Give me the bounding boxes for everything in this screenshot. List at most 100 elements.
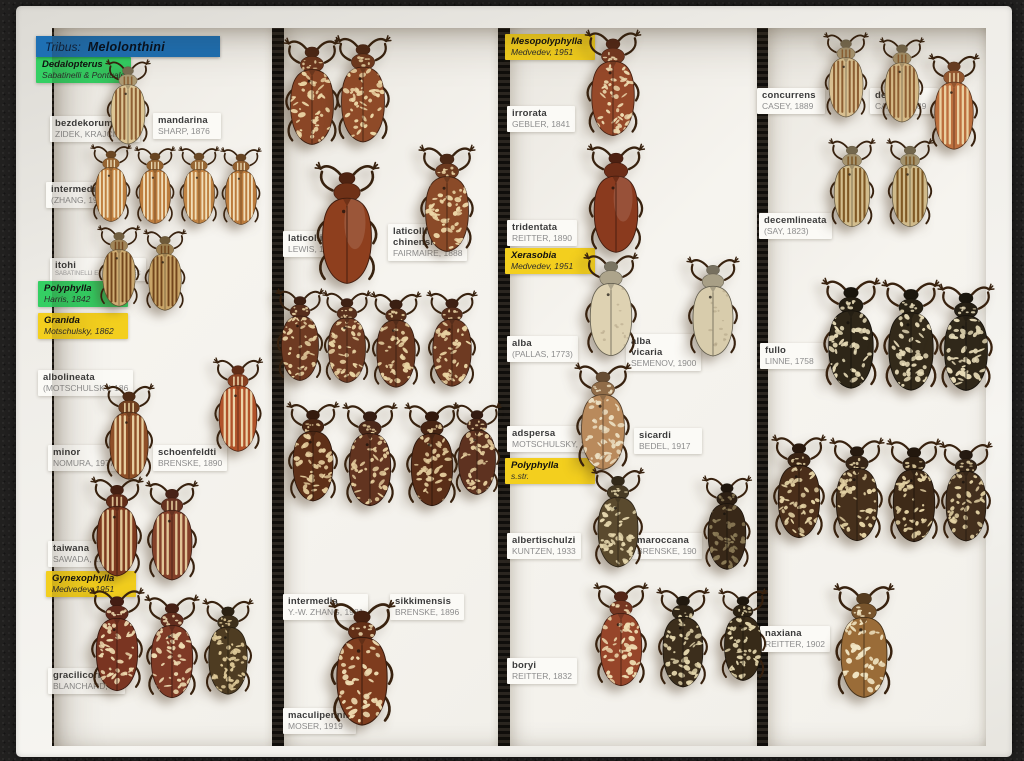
species-name: decemlineata (764, 215, 827, 226)
species-author: REITTER, 1832 (512, 671, 572, 681)
species-author: KUNTZEN, 1933 (512, 546, 576, 556)
genus-name: Polyphylla (44, 283, 92, 294)
species-name: albolineata (43, 372, 95, 383)
mounting-pin (234, 394, 237, 398)
mounting-pin (296, 324, 299, 328)
species-author: BRENSKE, 1896 (395, 607, 460, 617)
species-name: irrorata (512, 108, 547, 119)
species-name: bezdekorum (55, 118, 113, 129)
mounting-pin (107, 174, 110, 177)
mounting-pin (859, 628, 863, 632)
beetle-specimen-33 (700, 474, 754, 576)
beetle-legs-antennae (220, 147, 262, 223)
beetle-specimen-25 (404, 394, 460, 520)
genus-name: Polyphylla (511, 460, 559, 471)
beetle-specimen-19 (275, 280, 325, 394)
beetle-specimen-5 (220, 146, 262, 230)
species-name: maculipennis (288, 710, 352, 721)
beetle-specimen-29 (585, 142, 647, 260)
mounting-pin (151, 176, 154, 179)
mounting-pin (616, 623, 620, 627)
mounting-pin (906, 323, 910, 327)
genus-label-granida: Granida Motschulsky, 1862 (38, 313, 128, 339)
beetle-specimen-10 (90, 470, 144, 588)
mounting-pin (448, 328, 451, 331)
beetle-specimen-50 (833, 566, 895, 721)
mounting-pin (723, 512, 726, 516)
beetle-specimen-28 (582, 28, 644, 143)
beetle-specimen-27 (328, 590, 396, 742)
species-label-boryi: boryi REITTER, 1832 (507, 658, 577, 684)
mounting-pin (195, 176, 198, 179)
species-name: adspersa (512, 428, 556, 439)
mounting-pin (112, 628, 116, 632)
mounting-pin (365, 443, 369, 447)
beetle-specimen-26 (452, 392, 502, 510)
beetle-specimen-7 (143, 226, 187, 318)
genus-name: Gynexophylla (52, 573, 115, 584)
beetle-specimen-18 (418, 140, 476, 262)
mounting-pin (308, 440, 312, 444)
species-name: alba (631, 336, 651, 347)
mounting-pin (708, 295, 712, 299)
genus-name: Xerasobia (511, 250, 557, 261)
beetle-specimen-12 (89, 582, 145, 702)
species-author: REITTER, 1902 (765, 639, 825, 649)
species-name: intermedius (51, 184, 108, 195)
genus-author: Medvedev, 1951 (511, 261, 574, 271)
species-label-albolineata: albolineata (MOTSCHULSKY, 186 (38, 370, 134, 396)
species-author: LEWIS, 1887 (288, 244, 339, 254)
beetle-specimen-30 (583, 250, 639, 364)
mounting-pin (613, 506, 617, 510)
species-label-tridentata: tridentata REITTER, 1890 (507, 220, 577, 246)
beetle-specimen-23 (286, 392, 340, 516)
beetle-specimen-38 (823, 26, 869, 128)
genus-label-mesopolyphylla: Mesopolyphylla Medvedev, 1951 (505, 34, 595, 60)
mounting-pin (909, 479, 913, 483)
species-author: BRENSKE, 190 (637, 546, 697, 556)
mounting-pin (611, 186, 615, 190)
drawer-tray (52, 28, 986, 746)
species-label-decemlineata: decemlineata (SAY, 1823) (759, 213, 832, 239)
species-name: tridentata (512, 222, 558, 233)
species-name-2: chinensis (393, 237, 439, 248)
genus-author: Medvedev, 1951 (511, 47, 574, 57)
beetle-specimen-15 (283, 28, 341, 160)
beetle-specimen-32 (574, 360, 632, 478)
mounting-pin (392, 329, 395, 332)
mounting-pin (343, 326, 346, 330)
mounting-pin (606, 293, 610, 297)
species-label-irrorata: irrorata GEBLER, 1841 (507, 106, 576, 132)
mounting-pin (442, 186, 446, 190)
species-label-mandarina: mandarina SHARP, 1876 (153, 113, 221, 139)
species-author: CASEY, 1889 (762, 101, 814, 111)
species-author: ZIDEK, KRAJCIK, 20 (55, 129, 135, 139)
beetle-specimen-47 (829, 413, 885, 571)
beetle-specimen-41 (828, 132, 876, 238)
species-author: LINNE, 1758 (765, 356, 814, 366)
species-author: BEDEL, 1917 (639, 441, 691, 451)
beetle-specimen-44 (881, 252, 941, 424)
species-author: GEBLER, 1841 (512, 119, 571, 129)
species-author: SEMENOV, 1900 (631, 358, 697, 368)
beetle-specimen-45 (937, 256, 995, 424)
mounting-pin (307, 79, 311, 83)
species-name: sikkimensis (395, 596, 452, 607)
species-name: minor (53, 447, 81, 458)
mounting-pin (473, 438, 476, 442)
mounting-pin (739, 624, 742, 628)
beetle-specimen-37 (718, 574, 768, 700)
genus-label-xerasobia: Xerasobia Medvedev, 1951 (505, 248, 595, 274)
species-name: naxiana (765, 628, 802, 639)
beetle-specimen-40 (928, 44, 980, 164)
mounting-pin (125, 421, 128, 424)
beetle-specimen-3 (134, 144, 176, 230)
species-name: laticollis (393, 226, 434, 237)
species-name: mandarina (158, 115, 208, 126)
beetle-specimen-2 (90, 142, 132, 228)
tribe-header-label: Tribus: Melolonthini (36, 36, 220, 57)
mounting-pin (161, 261, 164, 264)
species-name: taiwana (53, 543, 90, 554)
species-label-naxiana: naxiana REITTER, 1902 (760, 626, 830, 652)
